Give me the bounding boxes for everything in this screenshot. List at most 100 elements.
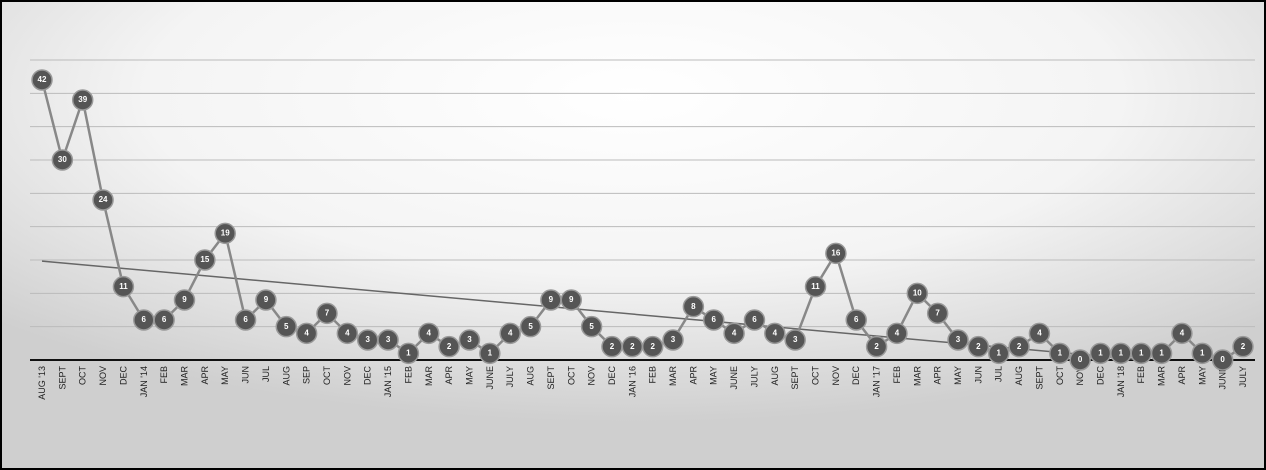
x-tick-label: AUG (526, 366, 536, 386)
data-label: 10 (913, 288, 922, 297)
x-tick-label: OCT (322, 366, 332, 386)
data-label: 5 (589, 322, 594, 331)
x-tick-label: NOV (831, 366, 841, 386)
x-tick-label: SEPT (1034, 366, 1044, 390)
x-tick-label: FEB (403, 366, 413, 384)
data-label: 3 (467, 335, 472, 344)
data-point (1008, 335, 1030, 358)
x-tick-label: DEC (607, 366, 617, 386)
x-tick-label: JUN (973, 366, 983, 384)
data-label: 30 (58, 155, 67, 164)
data-point (641, 335, 664, 358)
data-point (51, 149, 74, 171)
data-label: 6 (162, 315, 167, 324)
x-tick-label: OCT (811, 366, 821, 386)
data-label: 4 (895, 328, 900, 337)
data-label: 0 (1220, 355, 1225, 364)
data-point (458, 329, 481, 351)
data-point (926, 302, 949, 325)
data-point (1191, 342, 1214, 365)
x-tick-label: OCT (566, 366, 576, 386)
x-tick-label: AUG (281, 366, 291, 386)
data-label: 4 (732, 328, 737, 337)
data-label: 4 (427, 328, 432, 337)
data-label: 4 (1037, 328, 1042, 337)
data-label: 2 (1241, 342, 1246, 351)
x-tick-label: MAR (424, 366, 434, 387)
x-tick-label: JULY (1238, 366, 1248, 387)
data-point (1049, 342, 1071, 365)
data-point (519, 315, 542, 338)
data-point (275, 315, 298, 338)
data-point (845, 309, 867, 331)
x-tick-label: MAR (1157, 366, 1167, 387)
data-point (1232, 335, 1254, 358)
x-tick-label: JAN '16 (627, 366, 637, 397)
x-tick-label: MAY (953, 366, 963, 385)
data-label: 3 (386, 335, 391, 344)
x-tick-label: APR (688, 366, 698, 385)
x-tick-label: SEPT (57, 366, 67, 390)
data-point (825, 242, 847, 265)
data-point (702, 309, 725, 331)
x-tick-label: MAR (912, 366, 922, 387)
data-point (682, 295, 705, 318)
data-label: 9 (264, 295, 269, 304)
data-label: 2 (1017, 342, 1022, 351)
data-label: 3 (793, 335, 798, 344)
x-tick-label: AUG (770, 366, 780, 386)
data-point (1171, 322, 1193, 345)
data-label: 2 (874, 342, 879, 351)
data-point (397, 342, 420, 365)
data-point (194, 249, 216, 271)
x-tick-label: MAR (668, 366, 678, 387)
data-point (479, 342, 501, 365)
data-label: 4 (508, 328, 513, 337)
x-tick-label: FEB (1136, 366, 1146, 384)
data-label: 19 (221, 228, 230, 237)
x-tick-label: JUL (261, 366, 271, 382)
x-tick-label: APR (200, 366, 210, 385)
x-tick-label: SEPT (546, 366, 556, 390)
x-tick-label: MAR (179, 366, 189, 387)
data-point (967, 335, 990, 358)
x-tick-label: AUG '13 (37, 366, 47, 400)
x-tick-label: MAY (220, 366, 230, 385)
data-point (173, 289, 196, 311)
x-tick-label: SEP (302, 366, 312, 384)
data-label: 2 (650, 342, 655, 351)
data-point (112, 275, 135, 298)
data-label: 24 (99, 195, 108, 204)
data-point (71, 89, 94, 111)
x-tick-label: NOV (342, 366, 352, 386)
x-tick-label: JAN '17 (872, 366, 882, 397)
data-point (886, 322, 908, 345)
data-point (784, 329, 806, 351)
data-label: 1 (1200, 348, 1205, 357)
data-label: 9 (549, 295, 554, 304)
data-label: 2 (630, 342, 635, 351)
data-label: 1 (406, 348, 411, 357)
data-point (987, 342, 1010, 365)
data-point (764, 322, 786, 345)
data-label: 3 (365, 335, 370, 344)
data-label: 11 (811, 282, 820, 291)
x-tick-label: APR (933, 366, 943, 385)
data-label: 6 (752, 315, 757, 324)
data-label: 1 (488, 348, 493, 357)
data-point (214, 222, 236, 245)
data-point (92, 189, 114, 211)
data-point (1069, 349, 1091, 371)
data-point (295, 322, 318, 345)
data-label: 2 (447, 342, 452, 351)
data-point (336, 322, 359, 345)
x-tick-label: JUN (241, 366, 251, 384)
x-tick-label: DEC (118, 366, 128, 386)
x-tick-label: JUNE (485, 366, 495, 390)
data-point (255, 289, 277, 311)
data-label: 0 (1078, 355, 1083, 364)
x-tick-label: JAN '18 (1116, 366, 1126, 397)
data-point (1028, 322, 1051, 345)
